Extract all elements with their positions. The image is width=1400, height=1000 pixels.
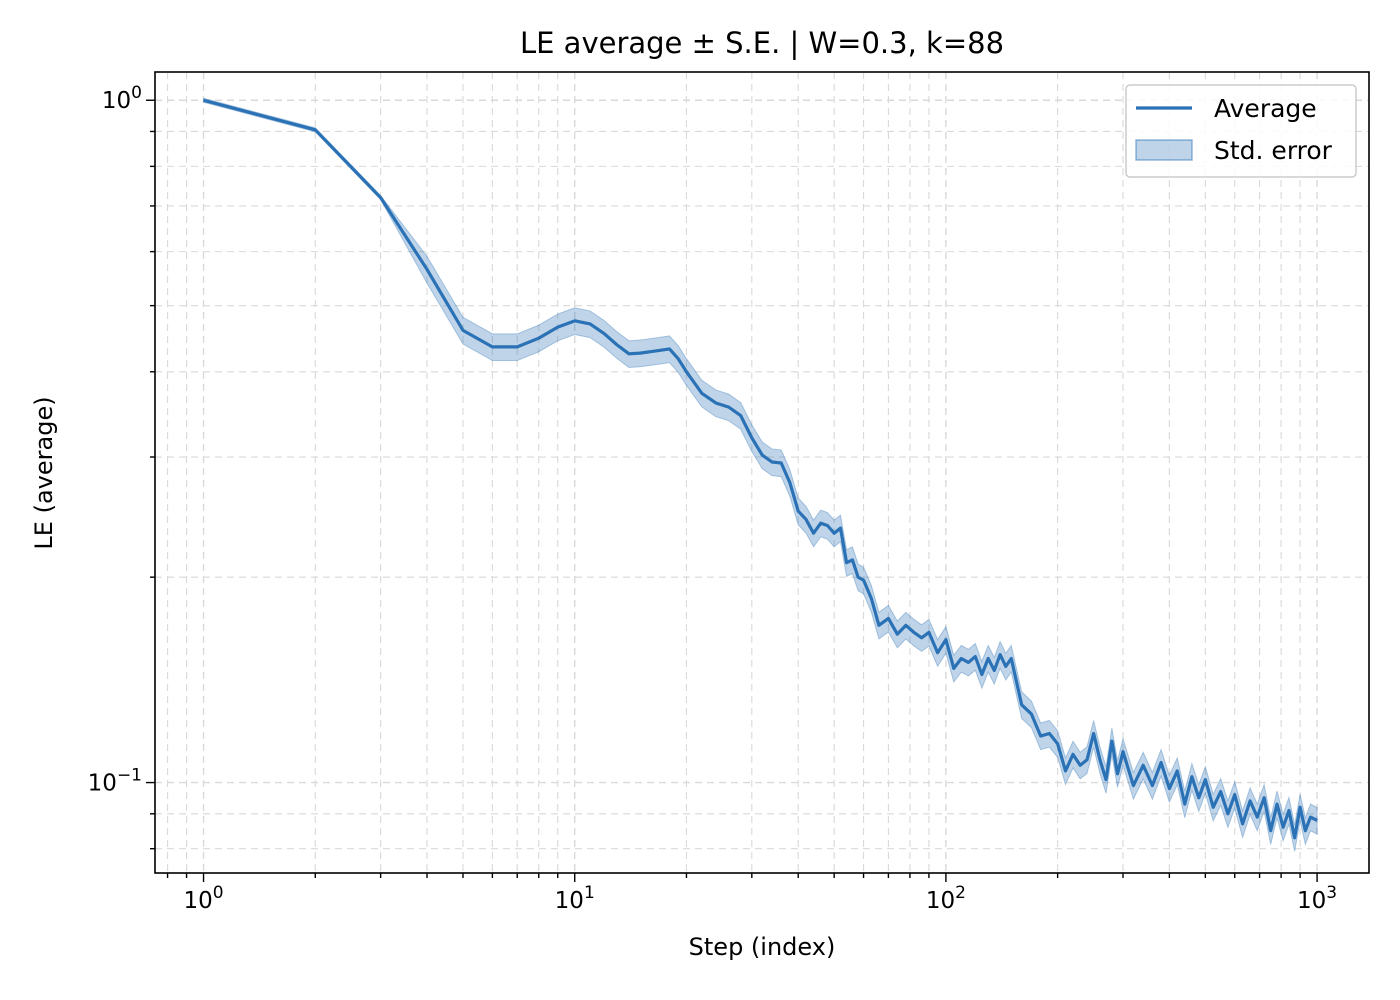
plot-area-frame: [154, 71, 1370, 874]
std-error-band-area: [203, 97, 1318, 852]
legend-label-std-error: Std. error: [1214, 136, 1333, 165]
legend-band-swatch: [1135, 139, 1193, 161]
legend: Average Std. error: [1125, 84, 1357, 178]
x-tick-label: 103: [1297, 883, 1337, 914]
y-axis-label: LE (average): [30, 396, 58, 549]
x-tick-label: 100: [183, 883, 223, 914]
average-line: [203, 98, 1318, 840]
y-tick-label: 10−1: [88, 766, 142, 797]
x-tick-label: 102: [926, 883, 966, 914]
y-tick-label: 100: [102, 83, 142, 114]
average-series-line: [203, 98, 1318, 840]
axis-tick-labels: 100 101 102 103 100 10−1: [88, 83, 1337, 914]
chart-title: LE average ± S.E. | W=0.3, k=88: [520, 26, 1004, 60]
x-axis-label: Step (index): [689, 933, 836, 961]
axis-ticks: [146, 99, 1318, 882]
minor-grid: [155, 72, 1369, 873]
x-tick-label: 101: [555, 883, 595, 914]
legend-label-average: Average: [1214, 94, 1317, 123]
std-error-band: [203, 97, 1318, 852]
